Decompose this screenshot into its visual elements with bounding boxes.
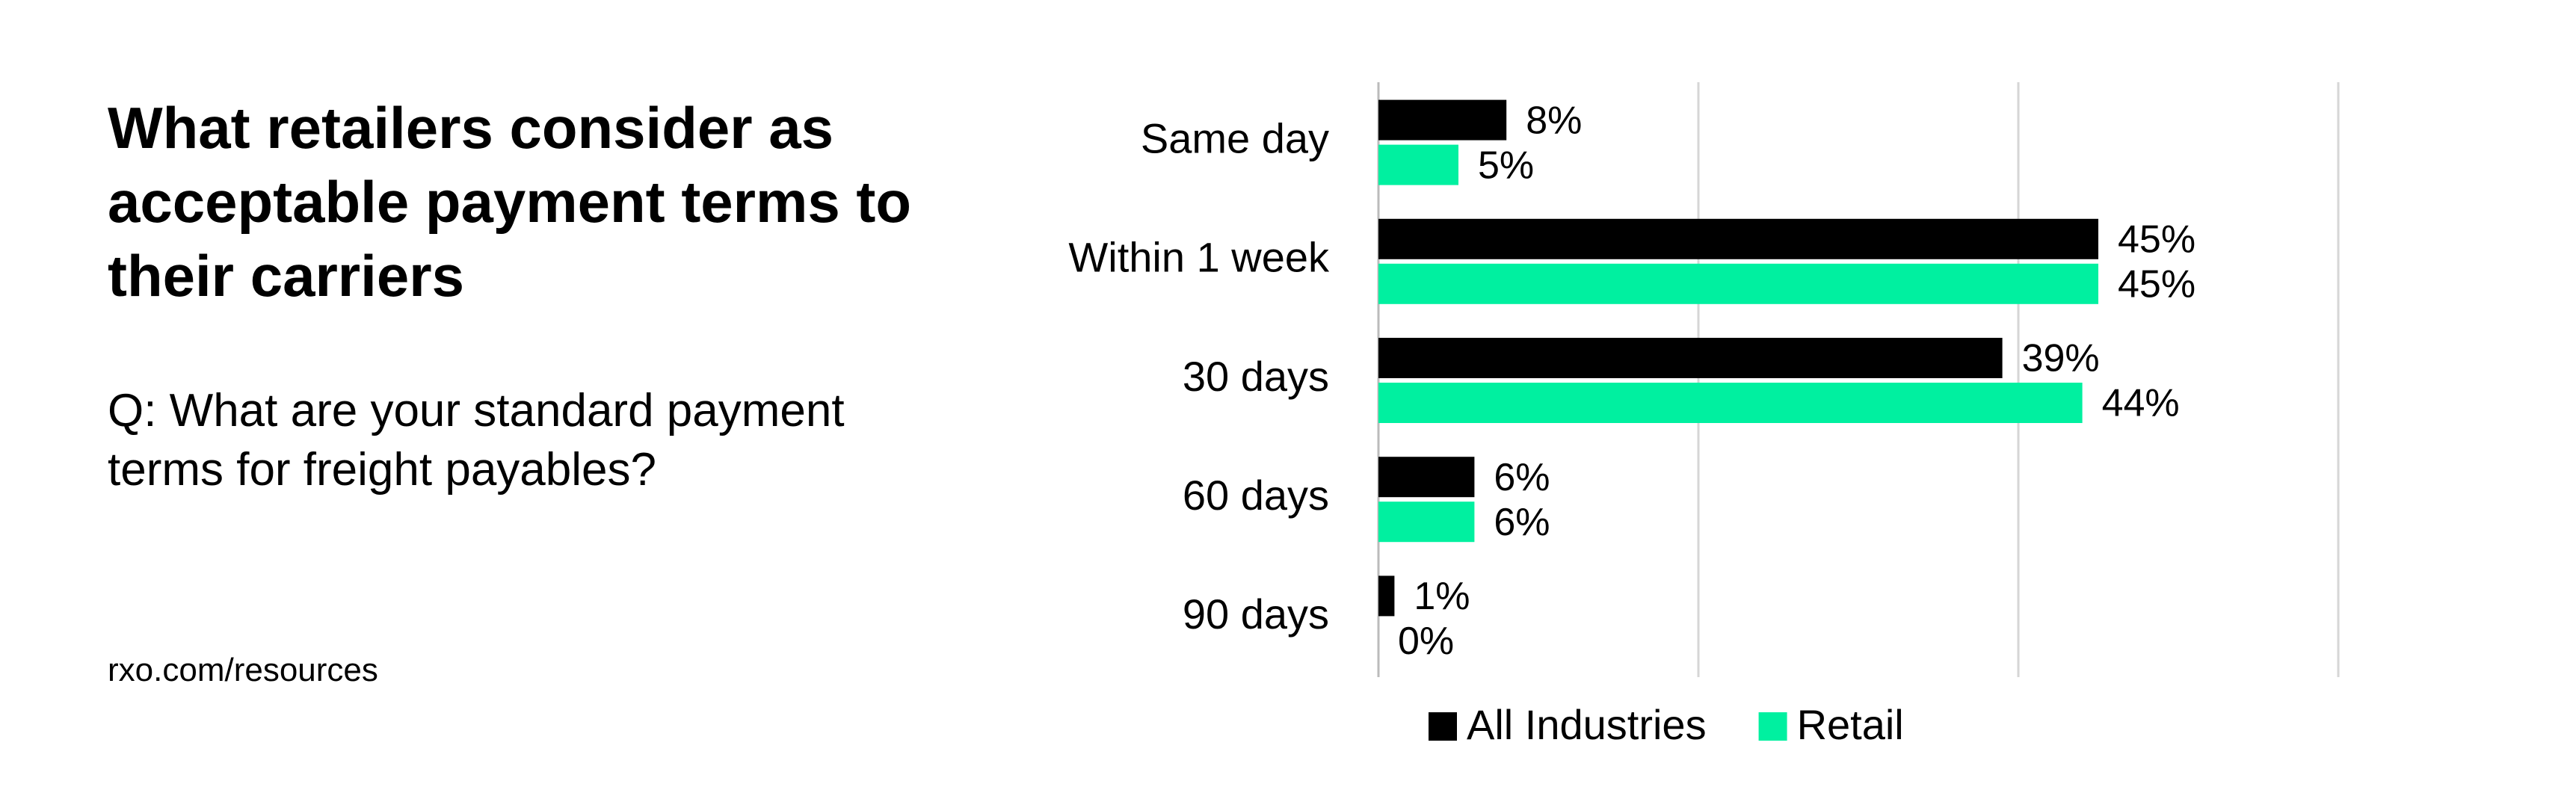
category-label: Within 1 week [1068,234,1330,281]
bar [1378,501,1475,543]
legend-label: All Industries [1467,701,1707,748]
value-label: 39% [2022,337,2100,380]
category-label: 60 days [1183,472,1329,519]
value-label: 5% [1478,143,1534,187]
value-label: 6% [1494,501,1550,544]
bar [1378,338,2003,378]
legend-swatch [1758,712,1787,741]
category-label: Same day [1141,114,1329,161]
value-label: 8% [1526,99,1582,142]
bar [1378,144,1458,185]
value-label: 44% [2102,382,2180,425]
bar [1378,218,2098,259]
title: What retailers consider as acceptable pa… [108,95,912,309]
bar [1378,575,1395,617]
value-label: 45% [2118,263,2196,306]
bar [1378,99,1507,141]
bar [1378,263,2098,304]
category-label: 30 days [1183,353,1329,400]
subtitle: Q: What are your standard payment terms … [108,385,845,496]
legend-swatch [1429,712,1457,741]
value-label: 45% [2118,218,2196,262]
bar [1378,383,2083,423]
bar [1378,457,1475,498]
source: rxo.com/resources [108,652,378,688]
value-label: 6% [1494,456,1550,499]
value-label: 0% [1398,620,1454,663]
category-label: 90 days [1183,590,1329,638]
legend-label: Retail [1797,701,1904,748]
value-label: 1% [1414,575,1470,618]
